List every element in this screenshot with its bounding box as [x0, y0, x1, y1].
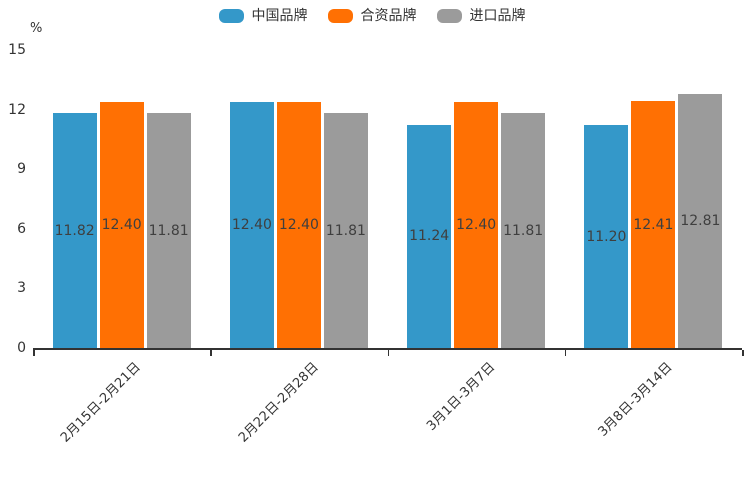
legend-item[interactable]: 合资品牌 — [327, 8, 417, 24]
bar-value-label: 12.40 — [278, 216, 319, 233]
bar-合资品牌-2月22日-2月28日: 12.40 — [276, 101, 321, 348]
chart-legend: 中国品牌 合资品牌 进口品牌 — [0, 8, 744, 24]
bar-value-label: 12.40 — [231, 216, 272, 233]
bar-进口品牌-3月8日-3月14日: 12.81 — [678, 93, 723, 348]
bar-合资品牌-3月1日-3月7日: 12.40 — [454, 101, 499, 348]
bar-value-label: 12.81 — [680, 212, 721, 229]
bar-value-label: 11.81 — [325, 222, 366, 239]
legend-item[interactable]: 中国品牌 — [218, 8, 308, 24]
x-axis-tick — [210, 350, 212, 356]
x-axis-tick — [33, 350, 35, 356]
y-axis-tick-label: 0 — [17, 340, 26, 356]
x-axis-category-label: 3月1日-3月7日 — [424, 359, 499, 434]
legend-marker-icon — [436, 9, 462, 23]
legend-label: 进口品牌 — [469, 8, 526, 24]
y-axis-tick-label: 6 — [17, 220, 26, 237]
bar-进口品牌-2月15日-2月21日: 11.81 — [146, 113, 191, 348]
bar-value-label: 12.40 — [101, 216, 142, 233]
y-axis-tick-label: 3 — [17, 280, 26, 297]
bar-value-label: 11.81 — [503, 222, 544, 239]
bar-value-label: 12.41 — [633, 216, 674, 233]
legend-label: 中国品牌 — [251, 8, 308, 24]
x-axis-tick — [564, 350, 567, 356]
bar-进口品牌-3月1日-3月7日: 11.81 — [501, 113, 546, 348]
bar-进口品牌-2月22日-2月28日: 11.81 — [323, 113, 368, 348]
y-axis-tick-label: 9 — [17, 161, 26, 178]
y-axis-unit-label: % — [30, 21, 43, 36]
legend-label: 合资品牌 — [360, 8, 417, 24]
x-axis-category-label: 2月22日-2月28日 — [235, 359, 322, 446]
bar-value-label: 11.20 — [586, 228, 627, 245]
legend-marker-icon — [327, 9, 353, 23]
x-axis-category-label: 2月15日-2月21日 — [58, 359, 145, 446]
bar-value-label: 12.40 — [456, 216, 497, 233]
x-axis-tick — [387, 350, 389, 356]
bar-value-label: 11.81 — [148, 222, 189, 239]
bar-中国品牌-3月8日-3月14日: 11.20 — [584, 125, 629, 348]
bar-中国品牌-2月15日-2月21日: 11.82 — [52, 113, 97, 348]
bar-合资品牌-3月8日-3月14日: 12.41 — [631, 101, 676, 348]
bar-value-label: 11.24 — [409, 228, 450, 245]
legend-marker-icon — [218, 9, 244, 23]
legend-item[interactable]: 进口品牌 — [436, 8, 526, 24]
x-axis-line — [33, 348, 742, 350]
x-axis-category-label: 3月8日-3月14日 — [595, 359, 676, 440]
bar-合资品牌-2月15日-2月21日: 12.40 — [99, 101, 144, 348]
bar-中国品牌-3月1日-3月7日: 11.24 — [407, 124, 452, 348]
bar-value-label: 11.82 — [54, 222, 95, 239]
x-axis-tick — [742, 350, 744, 356]
y-axis-tick-label: 12 — [8, 101, 26, 118]
y-axis-tick-label: 15 — [8, 42, 26, 58]
bar-中国品牌-2月22日-2月28日: 12.40 — [229, 101, 274, 348]
